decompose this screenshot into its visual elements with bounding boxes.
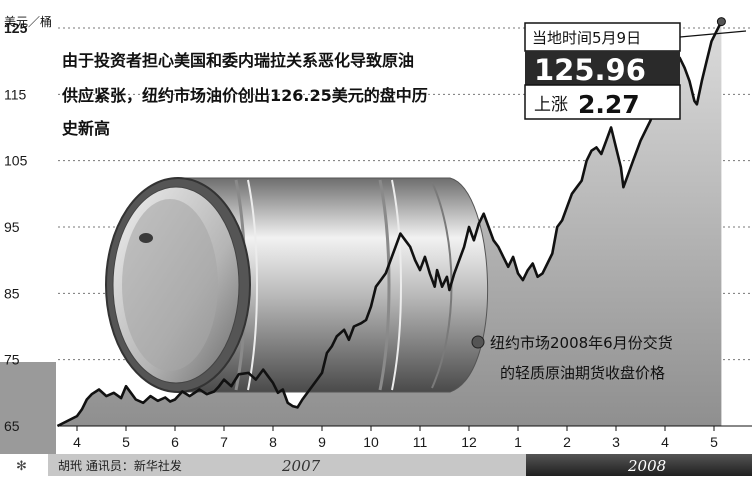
- y-tick-label: 105: [4, 153, 28, 169]
- oil-drum-illustration: [105, 177, 489, 393]
- legend-line-2: 的轻质原油期货收盘价格: [500, 364, 665, 382]
- price-line: [56, 21, 723, 428]
- y-tick-label: 75: [4, 352, 20, 368]
- x-tick-label: 10: [363, 434, 379, 450]
- price-area-fill: [57, 21, 722, 426]
- callout-change-label: 上涨: [534, 95, 568, 115]
- x-tick-label: 9: [318, 434, 326, 450]
- legend-line-1: 纽约市场2008年6月份交货: [490, 334, 673, 352]
- x-tick-label: 2: [563, 434, 571, 450]
- callout-date: 当地时间5月9日: [532, 29, 641, 47]
- left-decor-block: [0, 362, 56, 454]
- x-tick-label: 3: [612, 434, 620, 450]
- y-tick-label: 85: [4, 285, 20, 301]
- x-tick-label: 12: [461, 434, 477, 450]
- x-tick-label: 11: [413, 434, 428, 450]
- x-axis: 4 5 6 7 8 9 10 11 12 1 2 3 4 5: [73, 426, 718, 450]
- y-tick-label: 95: [4, 219, 20, 235]
- y-tick-label: 115: [4, 86, 27, 102]
- headline-line-2: 供应紧张，纽约市场油价创出126.25美元的盘中历: [61, 86, 428, 105]
- y-tick-label: 65: [4, 418, 20, 434]
- x-tick-label: 6: [171, 434, 179, 450]
- headline-line-1: 由于投资者担心美国和委内瑞拉关系恶化导致原油: [62, 51, 414, 70]
- x-tick-label: 4: [73, 434, 81, 450]
- y-axis: 125 115 105 95 85 75 65: [4, 20, 28, 434]
- unit-label: 美元／桶: [4, 14, 52, 29]
- price-callout: 当地时间5月9日 125.96 上涨 2.27: [524, 22, 747, 120]
- year-label-2007: 2007: [281, 457, 321, 475]
- headline: 由于投资者担心美国和委内瑞拉关系恶化导致原油 供应紧张，纽约市场油价创出126.…: [61, 51, 428, 138]
- x-tick-label: 4: [661, 434, 669, 450]
- source-mark-icon: ✻: [16, 459, 27, 474]
- x-tick-label: 5: [710, 434, 718, 450]
- x-tick-label: 1: [514, 434, 522, 450]
- callout-price: 125.96: [534, 53, 646, 87]
- source-credit: 胡玳 通讯员：新华社发: [58, 458, 182, 473]
- year-bar: 胡玳 通讯员：新华社发 2007 2008: [48, 454, 752, 476]
- year-label-2008: 2008: [627, 457, 666, 475]
- legend-marker: [471, 335, 485, 349]
- x-tick-label: 5: [122, 434, 130, 450]
- y-tick-label: 125: [4, 20, 28, 36]
- x-tick-label: 8: [269, 434, 277, 450]
- legend: 纽约市场2008年6月份交货 的轻质原油期货收盘价格: [471, 334, 673, 382]
- callout-change-value: 2.27: [578, 90, 640, 119]
- latest-point-marker: [716, 17, 726, 27]
- headline-line-3: 史新高: [62, 119, 110, 138]
- x-tick-label: 7: [220, 434, 228, 450]
- callout-pointer: [679, 30, 747, 38]
